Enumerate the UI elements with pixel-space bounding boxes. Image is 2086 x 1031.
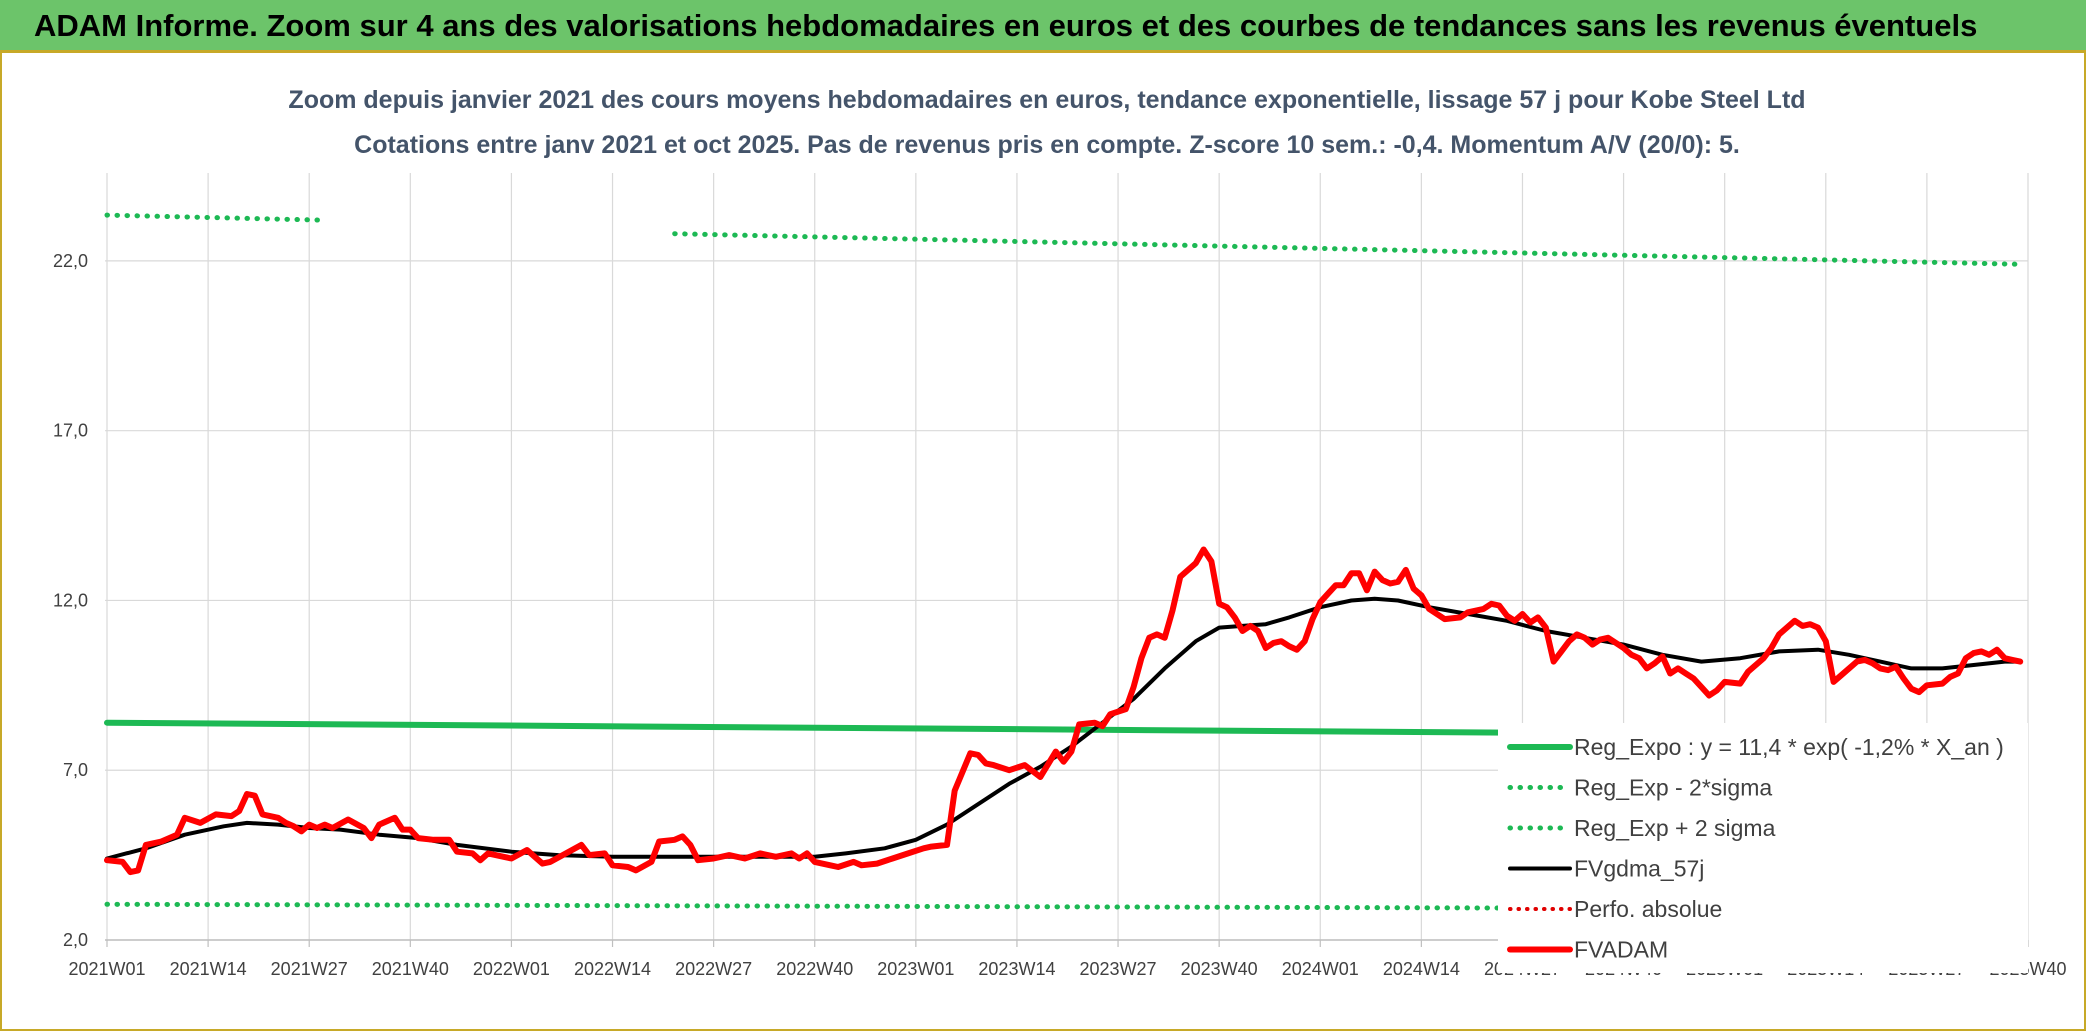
- y-tick-label: 12,0: [53, 590, 88, 610]
- series-reg-plus-segment: [104, 212, 328, 223]
- chart-title: Zoom depuis janvier 2021 des cours moyen…: [288, 86, 1805, 114]
- x-tick-label: 2022W40: [776, 959, 853, 979]
- series-reg-plus-segment: [672, 231, 2023, 267]
- x-tick-label: 2021W40: [372, 959, 449, 979]
- series-reg-minus: [104, 901, 2023, 912]
- x-tick-label: 2024W14: [1383, 959, 1460, 979]
- x-tick-label: 2023W27: [1080, 959, 1157, 979]
- x-tick-label: 2023W01: [877, 959, 954, 979]
- legend-label-reg-minus: Reg_Exp - 2*sigma: [1574, 775, 1772, 801]
- x-tick-label: 2021W14: [170, 959, 247, 979]
- x-tick-label: 2024W01: [1282, 959, 1359, 979]
- legend-label-perfo: Perfo. absolue: [1574, 896, 1722, 922]
- legend-label-fvadam: FVADAM: [1574, 937, 1668, 963]
- x-tick-label: 2023W40: [1181, 959, 1258, 979]
- chart-frame: 2,0 7,0 12,0 17,0 22,0 2021W01 2021W14 2021W27 2…: [0, 53, 2086, 1031]
- x-tick-label: 2022W01: [473, 959, 550, 979]
- legend-background: [1498, 723, 2028, 973]
- legend-label-reg-expo: Reg_Expo : y = 11,4 * exp( -1,2% * X_an …: [1574, 734, 2004, 760]
- chart-legend: Reg_Expo : y = 11,4 * exp( -1,2% * X_an …: [1498, 723, 2028, 973]
- report-banner: ADAM Informe. Zoom sur 4 ans des valoris…: [0, 0, 2086, 53]
- legend-label-reg-plus: Reg_Exp + 2 sigma: [1574, 815, 1776, 841]
- x-tick-label: 2021W27: [271, 959, 348, 979]
- report-title: ADAM Informe. Zoom sur 4 ans des valoris…: [34, 8, 1978, 43]
- trend-chart: 2,0 7,0 12,0 17,0 22,0 2021W01 2021W14 2021W27 2…: [53, 86, 2067, 979]
- y-tick-label: 7,0: [63, 760, 88, 780]
- x-tick-label: 2021W01: [68, 959, 145, 979]
- y-tick-label: 17,0: [53, 421, 88, 441]
- y-tick-label: 2,0: [63, 930, 88, 950]
- x-tick-label: 2022W27: [675, 959, 752, 979]
- series-fvadam: [104, 546, 2024, 876]
- x-tick-label: 2023W14: [978, 959, 1055, 979]
- chart-subtitle: Cotations entre janv 2021 et oct 2025. P…: [354, 131, 1740, 159]
- legend-label-fvgdma: FVgdma_57j: [1574, 856, 1704, 882]
- x-tick-label: 2022W14: [574, 959, 651, 979]
- y-tick-label: 22,0: [53, 251, 88, 271]
